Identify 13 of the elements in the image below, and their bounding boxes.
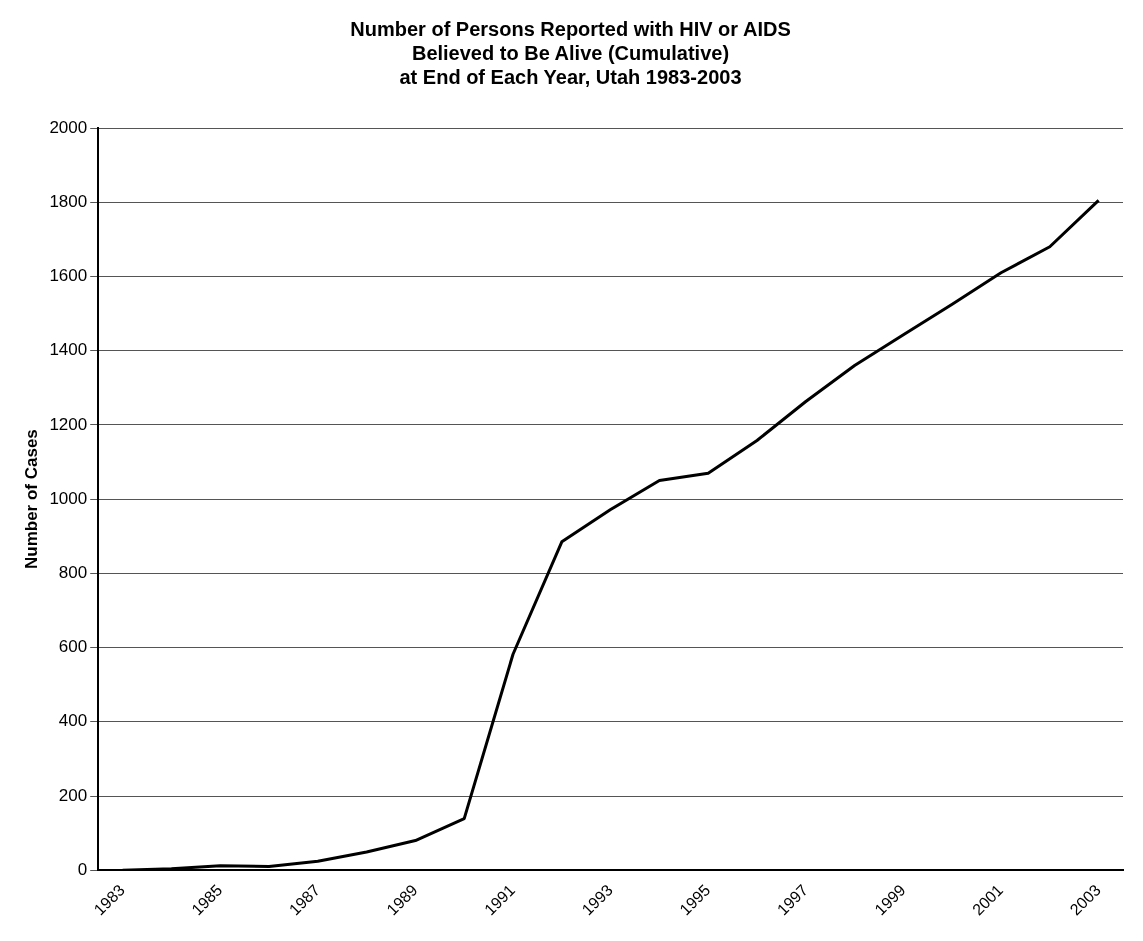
y-tick-label: 2000 — [49, 117, 88, 137]
y-tick-label: 0 — [77, 859, 88, 879]
y-tick-label: 1400 — [49, 340, 88, 360]
y-tick-label: 1600 — [49, 266, 88, 286]
chart-title: Number of Persons Reported with HIV or AIDS Believed to Be Alive (Cumulative) at End of Each Year, Utah 1983-2003 — [350, 17, 791, 88]
y-tick-label: 400 — [58, 711, 88, 731]
y-tick-label: 1200 — [49, 414, 88, 434]
y-tick-label: 200 — [58, 785, 88, 805]
y-axis-title: Number of Cases — [21, 429, 41, 570]
y-tick-label: 1800 — [49, 191, 88, 211]
y-tick-label: 800 — [58, 563, 88, 583]
y-tick-label: 600 — [58, 637, 88, 657]
y-tick-label: 1000 — [49, 488, 88, 508]
